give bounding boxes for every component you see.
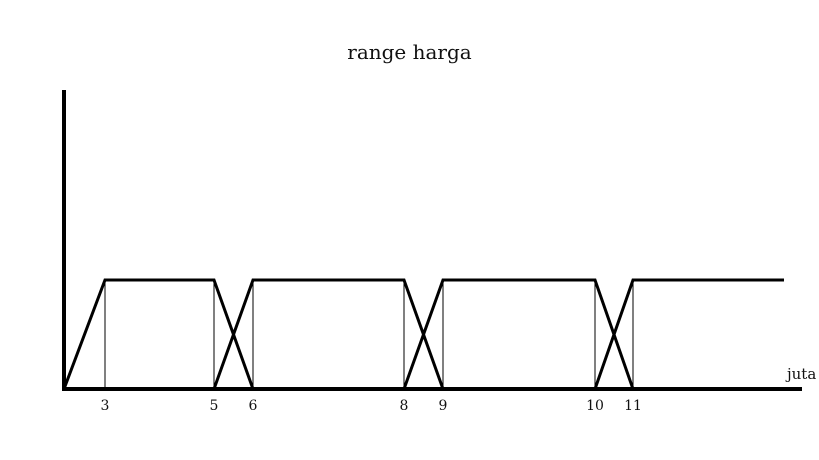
tick-label-5: 5 [210, 398, 219, 414]
membership-set-4 [593, 278, 784, 390]
tick-label-10: 10 [586, 398, 604, 414]
tick-label-6: 6 [249, 398, 258, 414]
tick-label-8: 8 [400, 398, 409, 414]
tick-label-3: 3 [101, 398, 110, 414]
tick-label-11: 11 [624, 398, 642, 414]
tick-label-9: 9 [439, 398, 448, 414]
diagram-title: range harga [347, 40, 472, 64]
guide-lines [104, 280, 634, 389]
tick-labels: 3 5 6 8 9 10 11 [101, 398, 642, 414]
x-axis-unit-label: juta [787, 365, 817, 383]
membership-sets [62, 278, 784, 390]
membership-set-1 [62, 278, 255, 390]
